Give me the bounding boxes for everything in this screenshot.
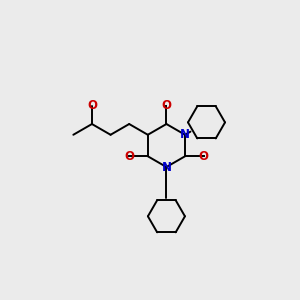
Text: N: N <box>180 128 190 141</box>
Text: O: O <box>199 150 208 163</box>
Text: O: O <box>124 150 134 163</box>
Text: O: O <box>161 99 171 112</box>
Text: O: O <box>87 99 97 112</box>
Text: N: N <box>161 160 171 173</box>
